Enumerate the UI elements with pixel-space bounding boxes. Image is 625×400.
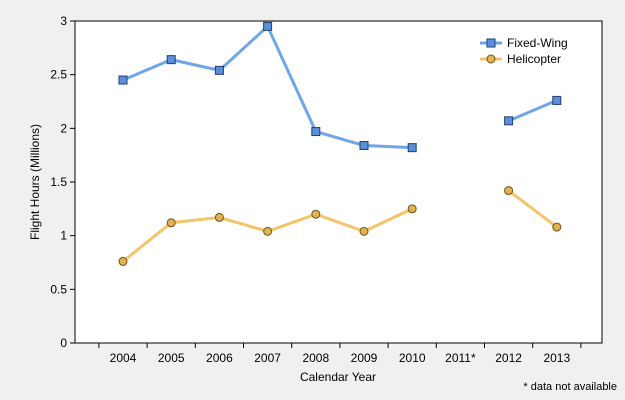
data-point (552, 95, 562, 105)
y-tick-label: 0 (60, 336, 67, 350)
legend-label: Fixed-Wing (507, 36, 568, 50)
legend: Fixed-Wing Helicopter (480, 36, 568, 66)
data-point (407, 204, 417, 214)
y-tick-label: 1 (60, 229, 67, 243)
series-fixed-wing (118, 21, 562, 153)
y-tick-label: 3 (60, 14, 67, 28)
x-tick-label: 2004 (110, 351, 137, 365)
data-point (166, 218, 176, 228)
legend-marker (486, 38, 496, 48)
legend-label: Helicopter (507, 52, 561, 66)
x-tick-label: 2013 (543, 351, 570, 365)
x-tick-label: 2011* (445, 351, 476, 365)
data-point (118, 256, 128, 266)
plot-area (74, 20, 603, 344)
series-helicopter (118, 186, 562, 266)
data-point (311, 127, 321, 137)
data-point (359, 141, 369, 151)
footnote: * data not available (523, 381, 617, 393)
x-axis-ticks: 2004 2005 2006 2007 2008 2009 2010 2011* 2012 201… (98, 343, 582, 365)
data-point (166, 55, 176, 65)
x-axis-title: Calendar Year (300, 370, 376, 384)
x-tick-label: 2006 (206, 351, 233, 365)
x-tick-label: 2010 (399, 351, 426, 365)
data-point (359, 226, 369, 236)
y-tick-label: 2 (60, 121, 67, 135)
data-point (311, 209, 321, 219)
data-point (263, 226, 273, 236)
data-point (214, 65, 224, 75)
data-point (504, 186, 514, 196)
y-tick-label: 1.5 (50, 175, 67, 189)
data-point (263, 21, 273, 31)
x-tick-label: 2009 (351, 351, 378, 365)
x-tick-label: 2007 (254, 351, 281, 365)
series-layer (118, 21, 562, 266)
data-point (214, 212, 224, 222)
x-tick-label: 2012 (495, 351, 522, 365)
y-axis-ticks: 0 0.5 1 1.5 2 2.5 3 (50, 14, 75, 350)
series-line (508, 99, 558, 123)
x-tick-label: 2008 (302, 351, 329, 365)
data-point (504, 116, 514, 126)
series-line (507, 189, 558, 229)
y-tick-label: 0.5 (50, 282, 67, 296)
y-axis-title: Flight Hours (Millions) (28, 124, 42, 240)
data-point (552, 222, 562, 232)
x-tick-label: 2005 (158, 351, 185, 365)
y-tick-label: 2.5 (50, 68, 67, 82)
data-point (118, 75, 128, 85)
legend-marker (486, 54, 496, 64)
data-point (407, 143, 417, 153)
